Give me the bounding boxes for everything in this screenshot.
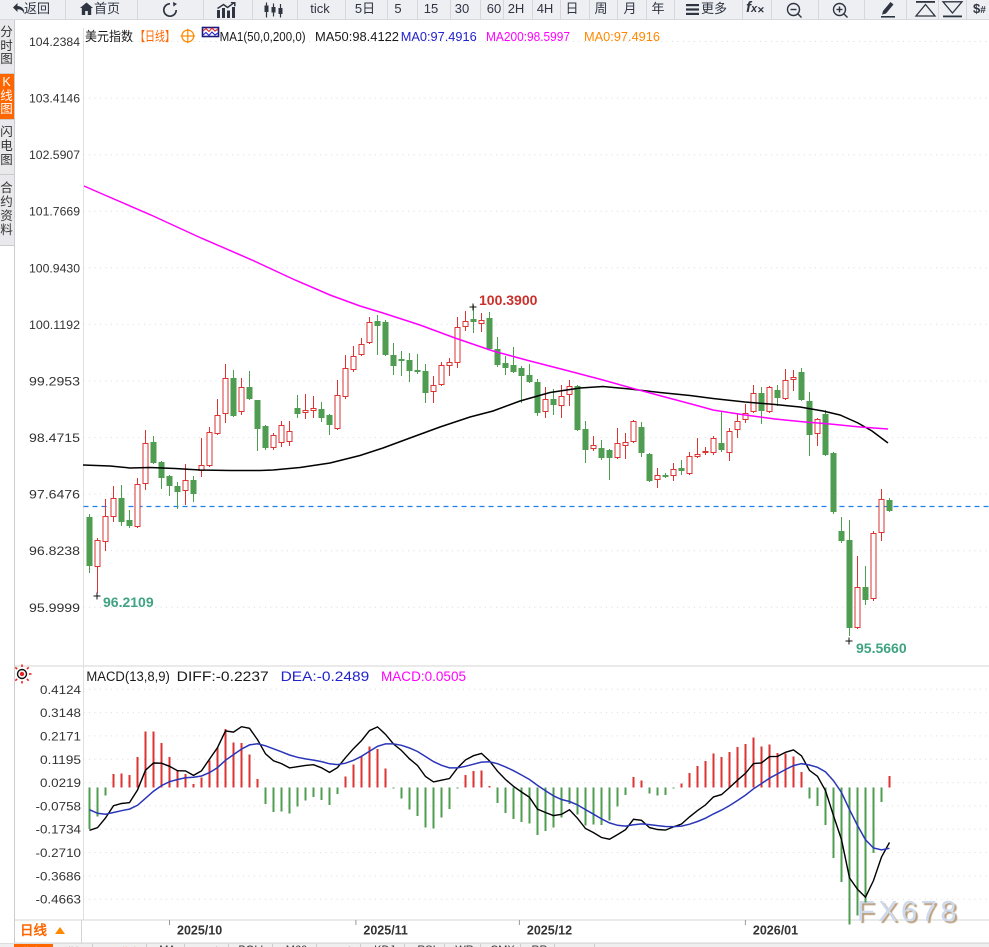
svg-text:MA0:97.4916: MA0:97.4916 bbox=[584, 29, 660, 44]
svg-text:100.9430: 100.9430 bbox=[29, 261, 80, 275]
svg-text:99.2953: 99.2953 bbox=[29, 375, 80, 389]
svg-text:0.0219: 0.0219 bbox=[40, 776, 81, 790]
svg-text:0.3148: 0.3148 bbox=[40, 706, 81, 720]
svg-text:MA50:98.4122: MA50:98.4122 bbox=[315, 29, 399, 44]
svg-text:DIFF:-0.2237: DIFF:-0.2237 bbox=[177, 669, 269, 684]
svg-text:100.3900: 100.3900 bbox=[479, 292, 538, 308]
svg-text:103.4146: 103.4146 bbox=[29, 92, 80, 106]
svg-text:-0.2710: -0.2710 bbox=[36, 846, 82, 860]
svg-text:101.7669: 101.7669 bbox=[29, 205, 80, 219]
svg-text:0.4124: 0.4124 bbox=[40, 683, 81, 697]
svg-text:美元指数: 美元指数 bbox=[85, 29, 133, 44]
svg-text:0.2171: 0.2171 bbox=[40, 729, 81, 743]
svg-text:2025/12: 2025/12 bbox=[527, 924, 572, 938]
svg-text:-0.3686: -0.3686 bbox=[36, 869, 82, 883]
svg-text:97.6476: 97.6476 bbox=[29, 488, 80, 502]
svg-text:MA0:97.4916: MA0:97.4916 bbox=[401, 29, 477, 44]
svg-text:MACD(13,8,9): MACD(13,8,9) bbox=[86, 669, 169, 684]
svg-text:100.1192: 100.1192 bbox=[29, 318, 80, 332]
svg-text:2025/10: 2025/10 bbox=[177, 924, 222, 938]
svg-text:98.4715: 98.4715 bbox=[29, 431, 80, 445]
svg-text:日线: 日线 bbox=[20, 922, 47, 938]
svg-text:0.1195: 0.1195 bbox=[40, 753, 81, 767]
svg-text:DEA:-0.2489: DEA:-0.2489 bbox=[281, 669, 370, 684]
svg-text:104.2384: 104.2384 bbox=[29, 35, 80, 49]
svg-text:-0.1734: -0.1734 bbox=[36, 823, 82, 837]
svg-text:FX678: FX678 bbox=[857, 896, 960, 928]
svg-text:95.9999: 95.9999 bbox=[29, 601, 80, 615]
svg-text:96.2109: 96.2109 bbox=[103, 594, 154, 610]
svg-text:2026/01: 2026/01 bbox=[753, 924, 798, 938]
svg-text:2025/11: 2025/11 bbox=[363, 924, 408, 938]
svg-text:95.5660: 95.5660 bbox=[856, 640, 907, 656]
svg-text:102.5907: 102.5907 bbox=[29, 148, 80, 162]
svg-text:-0.0758: -0.0758 bbox=[36, 799, 82, 813]
svg-text:MA200:98.5997: MA200:98.5997 bbox=[486, 29, 570, 44]
svg-text:-0.4663: -0.4663 bbox=[36, 893, 82, 907]
svg-text:MA1(50,0,200,0): MA1(50,0,200,0) bbox=[220, 29, 306, 44]
svg-text:MACD:0.0505: MACD:0.0505 bbox=[381, 669, 466, 684]
svg-text:96.8238: 96.8238 bbox=[29, 544, 80, 558]
svg-text:【日线】: 【日线】 bbox=[135, 29, 175, 44]
